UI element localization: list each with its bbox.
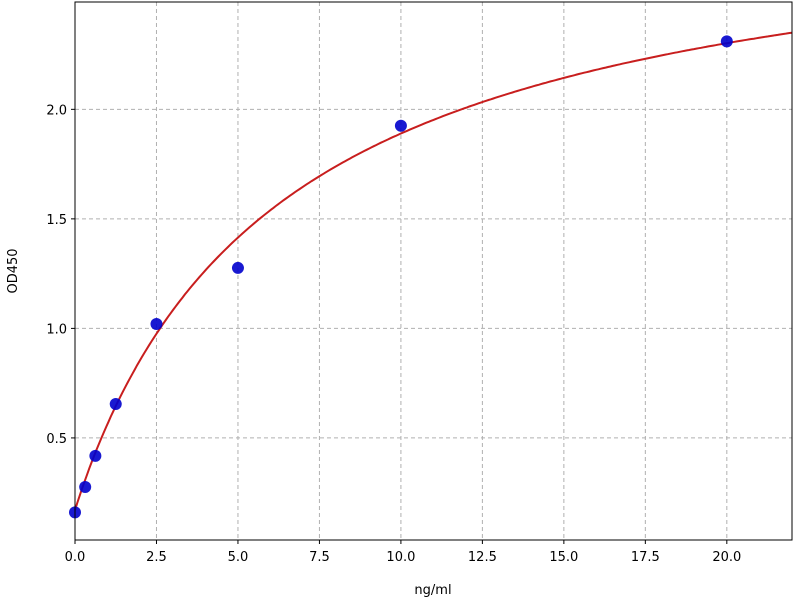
fit-curve [74,31,793,511]
data-point [109,397,122,410]
x-tick-label: 7.5 [309,550,330,565]
data-point [394,119,407,132]
y-tick-label: 1.0 [46,322,67,337]
y-ticks: 0.5 1.0 1.5 2.0 [46,103,75,447]
x-tick-label: 12.5 [468,550,497,565]
y-tick-label: 1.5 [46,213,67,228]
y-axis-label: OD450 [6,248,21,293]
y-tick-label: 2.0 [46,103,67,118]
data-point [231,261,244,274]
x-ticks: 0.0 2.5 5.0 7.5 10.0 12.5 15.0 17.5 20.0 [65,540,741,565]
x-tick-label: 10.0 [386,550,415,565]
x-tick-label: 15.0 [549,550,578,565]
x-tick-label: 5.0 [228,550,249,565]
x-tick-label: 0.0 [65,550,86,565]
data-point [89,449,102,462]
x-tick-label: 20.0 [712,550,741,565]
x-axis-label: ng/ml [414,583,451,598]
x-tick-label: 2.5 [146,550,167,565]
y-tick-label: 0.5 [46,432,67,447]
data-point [150,318,163,331]
x-tick-label: 17.5 [631,550,660,565]
plot-frame [74,1,793,541]
grid [74,2,792,540]
data-point [79,480,92,493]
data-point [720,35,733,48]
